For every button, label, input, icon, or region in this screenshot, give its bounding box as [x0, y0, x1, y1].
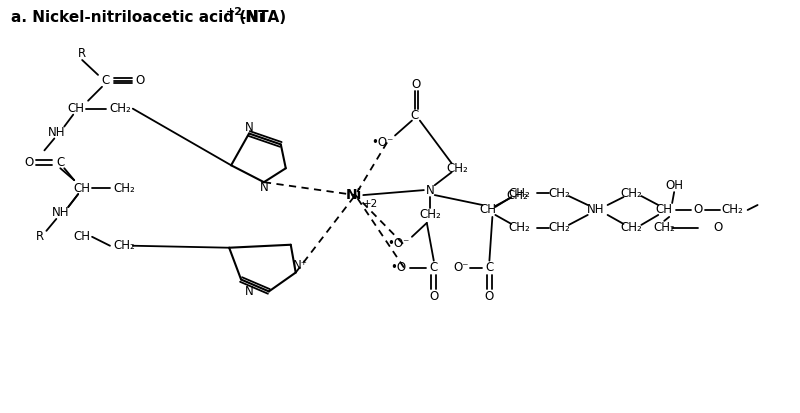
Text: NH: NH	[47, 126, 65, 139]
Text: CH₂: CH₂	[446, 162, 469, 175]
Text: CH: CH	[479, 204, 496, 216]
Text: +2: +2	[226, 7, 243, 17]
Text: CH₂: CH₂	[621, 187, 642, 199]
Text: CH₂: CH₂	[113, 182, 134, 195]
Text: O: O	[694, 204, 702, 216]
Text: •O: •O	[390, 261, 406, 274]
Text: C: C	[430, 261, 438, 274]
Text: CH₂: CH₂	[113, 239, 134, 252]
Text: R: R	[78, 47, 86, 59]
Text: OH: OH	[665, 179, 683, 192]
Text: •O⁻: •O⁻	[371, 136, 394, 149]
Text: O: O	[429, 290, 438, 303]
Text: CH₂: CH₂	[621, 221, 642, 234]
Text: CH: CH	[74, 182, 90, 195]
Text: O: O	[411, 78, 421, 91]
Text: NH: NH	[587, 204, 605, 216]
Text: •O⁻: •O⁻	[387, 237, 410, 250]
Text: a. Nickel-nitriloacetic acid (Ni: a. Nickel-nitriloacetic acid (Ni	[10, 10, 264, 25]
Text: C: C	[410, 109, 419, 122]
Text: O: O	[485, 290, 494, 303]
Text: CH₂: CH₂	[506, 189, 528, 202]
Text: N: N	[426, 184, 434, 197]
Text: +2: +2	[363, 199, 378, 209]
Text: C: C	[486, 261, 494, 274]
Text: CH: CH	[656, 204, 673, 216]
Text: N⁺: N⁺	[294, 259, 308, 272]
Text: Ni: Ni	[346, 188, 362, 202]
Text: CH: CH	[68, 102, 85, 115]
Text: N: N	[259, 180, 268, 194]
Text: CH₂: CH₂	[722, 204, 744, 216]
Text: -NTA): -NTA)	[239, 10, 286, 25]
Text: C: C	[56, 156, 65, 169]
Text: CH₂: CH₂	[548, 187, 570, 199]
Text: CH₂: CH₂	[419, 209, 441, 221]
Text: O: O	[24, 156, 33, 169]
Text: CH₂: CH₂	[508, 187, 530, 199]
Text: CH₂: CH₂	[109, 102, 130, 115]
Text: NH: NH	[51, 206, 69, 219]
Text: O⁻: O⁻	[454, 261, 470, 274]
Text: CH₂: CH₂	[548, 221, 570, 234]
Text: O: O	[135, 74, 144, 88]
Text: R: R	[36, 230, 45, 243]
Text: CH₂: CH₂	[654, 221, 675, 234]
Text: CH₂: CH₂	[508, 221, 530, 234]
Text: O: O	[714, 221, 722, 234]
Text: C: C	[102, 74, 110, 88]
Text: N: N	[245, 121, 254, 134]
Text: CH: CH	[74, 230, 90, 243]
Text: N: N	[245, 285, 254, 298]
